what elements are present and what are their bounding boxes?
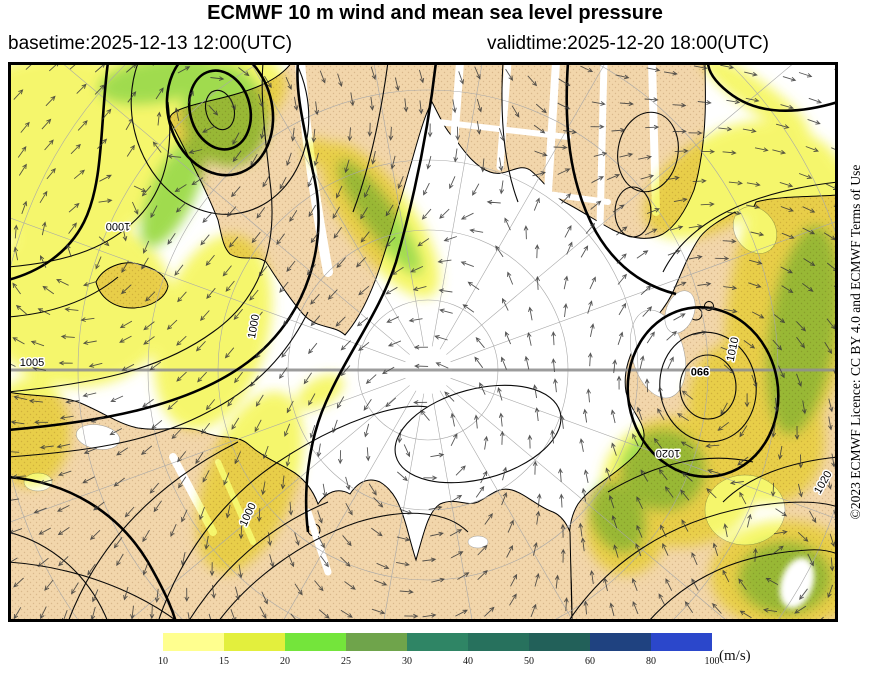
contour-label: 1005 [20, 357, 44, 369]
legend-tick: 15 [219, 656, 229, 667]
legend-tick: 25 [341, 656, 351, 667]
wind-arrow-field [8, 62, 838, 622]
legend-tick: 30 [402, 656, 412, 667]
pressure-contours-bold [8, 62, 838, 622]
legend-block [407, 633, 468, 651]
legend-block [590, 633, 651, 651]
legend-tick: 50 [524, 656, 534, 667]
legend-tick: 60 [585, 656, 595, 667]
legend-block [285, 633, 346, 651]
legend-block [651, 633, 712, 651]
legend-units-label: (m/s) [719, 648, 751, 664]
contour-label: 1020 [656, 447, 680, 459]
legend-block [346, 633, 407, 651]
pressure-contours-thin [8, 62, 838, 622]
legend-block [163, 633, 224, 651]
contour-label: 990 [691, 365, 709, 377]
wind-speed-legend: 10 15 20 25 30 40 50 60 80 100 (m/s) [158, 633, 751, 667]
validtime-label: validtime:2025-12-20 18:00(UTC) [487, 33, 769, 54]
weather-map-figure: 1000 1000 1005 1010 1020 990 1020 1000 [8, 62, 838, 622]
legend-block [224, 633, 285, 651]
legend-tick: 10 [158, 656, 168, 667]
legend-tick: 20 [280, 656, 290, 667]
contour-label: 1000 [246, 313, 262, 339]
legend-color-bar [163, 633, 712, 651]
page-title: ECMWF 10 m wind and mean sea level press… [207, 2, 663, 24]
legend-tick: 100 [704, 656, 720, 667]
wind-arrows [8, 62, 838, 622]
vortex-calm-core [779, 557, 815, 609]
legend-tick: 40 [463, 656, 473, 667]
basetime-label: basetime:2025-12-13 12:00(UTC) [8, 33, 293, 54]
legend-tick: 80 [646, 656, 656, 667]
copyright-vertical-text: ©2023 ECMWF Licence: CC BY 4.0 and ECMWF… [848, 164, 863, 520]
legend-block [529, 633, 590, 651]
contour-label: 1000 [106, 220, 130, 232]
legend-block [468, 633, 529, 651]
